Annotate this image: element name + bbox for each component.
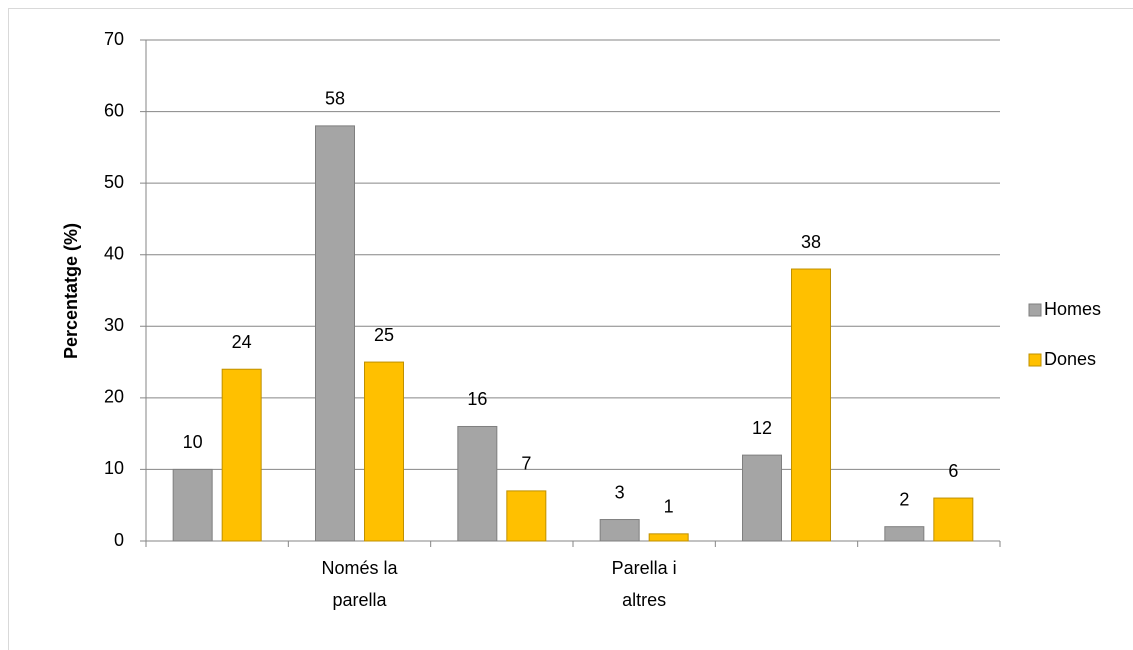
x-tick-label: Parella i altres [612, 558, 677, 610]
data-label: 38 [801, 232, 821, 252]
y-tick-label: 70 [104, 29, 124, 49]
data-label: 10 [183, 432, 203, 452]
legend-label: Dones [1044, 349, 1096, 369]
y-tick-label: 10 [104, 458, 124, 478]
bar [884, 526, 925, 542]
chart-frame [8, 8, 1133, 650]
bar [791, 268, 831, 542]
bar [221, 368, 262, 542]
legend-swatch [1028, 353, 1042, 367]
bar [648, 533, 689, 542]
data-label: 24 [232, 332, 252, 352]
bar [457, 425, 498, 542]
legend-label: Homes [1044, 299, 1101, 319]
y-tick-label: 50 [104, 172, 124, 192]
y-tick-label: 20 [104, 387, 124, 407]
data-label: 3 [615, 482, 625, 502]
y-tick-label: 30 [104, 315, 124, 335]
bar [364, 361, 404, 542]
bar [933, 497, 974, 542]
y-axis-label: Percentatge (%) [61, 223, 81, 359]
data-label: 1 [664, 497, 674, 517]
bar [506, 490, 547, 542]
y-tick-label: 0 [114, 530, 124, 550]
bar [742, 454, 782, 542]
data-label: 58 [325, 89, 345, 109]
data-label: 12 [752, 418, 772, 438]
data-label: 25 [374, 325, 394, 345]
data-label: 2 [899, 489, 909, 509]
bar [172, 468, 213, 542]
data-label: 7 [521, 454, 531, 474]
data-label: 16 [467, 389, 487, 409]
legend-swatch [1028, 303, 1042, 317]
y-tick-label: 40 [104, 243, 124, 263]
x-tick-label: Només la parella [321, 558, 398, 610]
bar [599, 519, 640, 542]
y-tick-label: 60 [104, 100, 124, 120]
bar [315, 125, 355, 542]
data-label: 6 [948, 461, 958, 481]
